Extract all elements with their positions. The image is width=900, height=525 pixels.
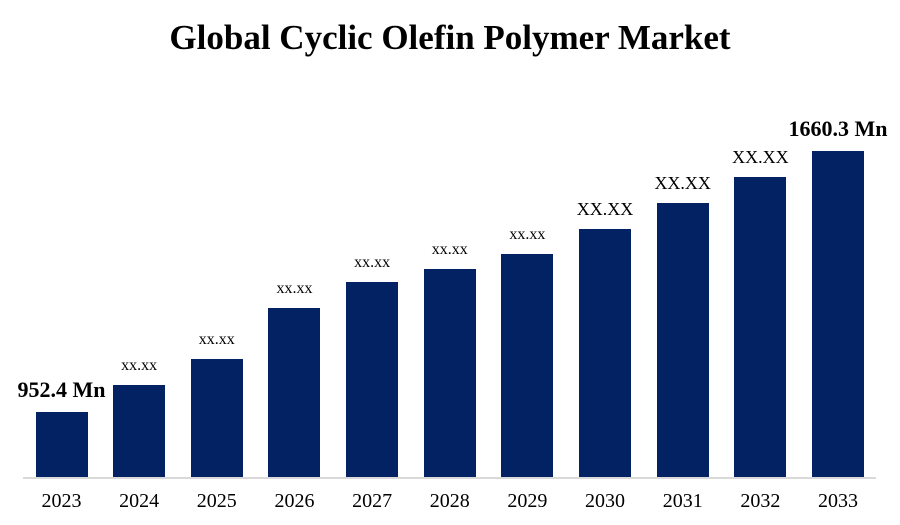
bar-value-label-2026: xx.xx — [276, 280, 313, 297]
x-axis-tick-2024: 2024 — [119, 490, 160, 512]
bar-2026 — [268, 308, 321, 477]
bar-2027 — [346, 282, 399, 477]
bar-2032 — [734, 177, 787, 477]
x-axis-line — [23, 477, 876, 479]
bar-value-label-2025: xx.xx — [198, 331, 235, 348]
x-axis-tick-2027: 2027 — [352, 490, 393, 512]
x-axis-tick-2029: 2029 — [507, 490, 548, 512]
bar-value-label-2028: xx.xx — [431, 241, 468, 258]
bar-value-label-2029: xx.xx — [509, 226, 546, 243]
bar-value-label-2023: 952.4 Mn — [17, 377, 106, 402]
bar-value-label-2030: XX.XX — [576, 199, 634, 219]
x-axis-tick-2030: 2030 — [585, 490, 626, 512]
bar-2030 — [579, 229, 632, 477]
bar-value-label-2024: xx.xx — [121, 357, 158, 374]
bar-2028 — [423, 269, 476, 477]
x-axis-tick-2031: 2031 — [662, 490, 703, 512]
chart-title: Global Cyclic Olefin Polymer Market — [169, 18, 731, 57]
x-axis-tick-2026: 2026 — [274, 490, 315, 512]
x-axis-tick-2033: 2033 — [818, 490, 858, 512]
x-axis-tick-2025: 2025 — [196, 490, 237, 512]
bar-value-label-2032: XX.XX — [732, 147, 789, 167]
x-axis-tick-2028: 2028 — [429, 490, 470, 512]
bar-value-label-2027: xx.xx — [354, 254, 391, 271]
bar-2033 — [812, 151, 864, 477]
bar-2029 — [501, 254, 554, 477]
bar-value-label-2031: XX.XX — [654, 173, 711, 193]
bar-value-label-2033: 1660.3 Mn — [788, 116, 888, 141]
bar-2031 — [656, 203, 709, 477]
x-axis-tick-2023: 2023 — [41, 490, 82, 512]
bar-2024 — [113, 385, 166, 477]
bar-2025 — [190, 359, 243, 477]
x-axis-tick-2032: 2032 — [740, 490, 781, 512]
bar-2023 — [35, 412, 88, 477]
